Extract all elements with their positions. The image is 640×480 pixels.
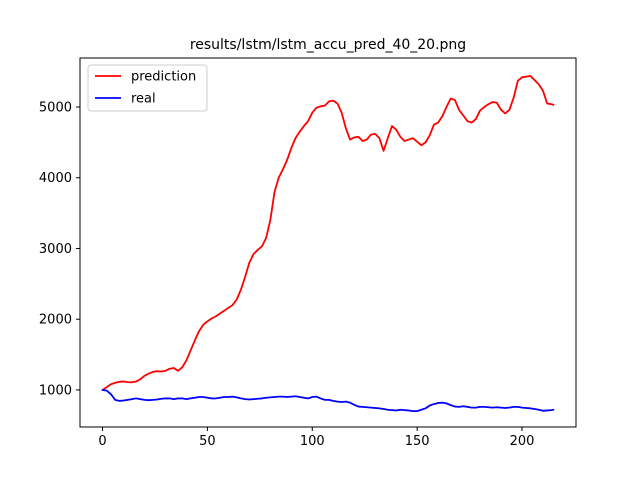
x-tick-label: 200 (510, 434, 535, 449)
y-tick-label: 5000 (39, 101, 72, 116)
y-tick-label: 1000 (39, 383, 72, 398)
axes-layer: 0 50 100 150 200 1000 2000 3000 4000 5000 (39, 57, 577, 449)
y-tick-label: 2000 (39, 313, 72, 328)
series-line-prediction (101, 74, 555, 391)
legend-label-real: real (131, 92, 156, 107)
legend-label-prediction: prediction (131, 70, 196, 85)
plot-background (80, 58, 576, 427)
x-tick-label: 0 (98, 434, 106, 449)
plot-area (80, 58, 576, 427)
x-tick-label: 100 (300, 434, 325, 449)
chart-title: results/lstm/lstm_accu_pred_40_20.png (190, 37, 466, 53)
axes-frame (79, 57, 577, 428)
series-line-real (101, 389, 555, 413)
x-tick-label: 150 (405, 434, 430, 449)
x-tick-label: 50 (199, 434, 216, 449)
legend: prediction real (87, 64, 208, 112)
series-layer (101, 74, 555, 413)
y-tick-label: 3000 (39, 242, 72, 257)
y-tick-label: 4000 (39, 171, 72, 186)
